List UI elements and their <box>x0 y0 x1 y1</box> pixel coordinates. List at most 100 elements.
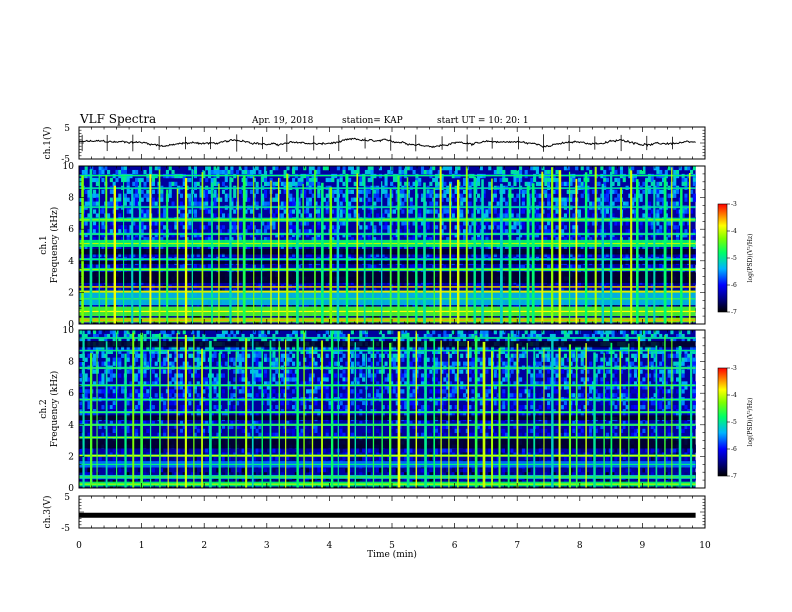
spectrogram-cell <box>115 197 119 202</box>
spectrogram-cell <box>631 209 635 214</box>
spectrogram-cell <box>154 233 158 238</box>
spectrogram-cell <box>530 181 534 187</box>
spectrogram-cell <box>650 189 654 194</box>
spectrogram-band-line <box>79 187 696 189</box>
spectrogram-cell <box>249 189 254 194</box>
spectrogram-cell <box>118 245 122 250</box>
spectrogram-cell <box>681 181 685 187</box>
spectrogram-cell <box>263 225 268 230</box>
spectrogram-cell <box>446 237 450 242</box>
spectrogram-cell <box>429 166 433 171</box>
spectrogram-cell <box>378 237 382 242</box>
spectrogram-cell <box>362 177 366 183</box>
spectrogram-cell <box>322 304 326 309</box>
spectrogram-cell <box>224 166 228 171</box>
spectrogram-cell <box>300 177 304 183</box>
spectrogram-cell <box>143 393 147 398</box>
spectrogram-cell <box>687 225 691 230</box>
spectrogram-cell <box>690 197 694 202</box>
spectrogram-cell <box>261 193 265 198</box>
spectrogram-cell <box>101 209 105 214</box>
spectrogram-cell <box>160 221 164 226</box>
spectrogram-cell <box>359 197 363 202</box>
spectrogram-cell <box>157 353 161 358</box>
spectrogram-cell <box>252 304 256 309</box>
spectrogram-cell <box>519 252 523 258</box>
spectrogram-cell <box>118 225 122 230</box>
spectrogram-cell <box>101 166 105 171</box>
spectrogram-cell <box>308 166 312 171</box>
spectrogram-cell <box>303 209 307 214</box>
spectrogram-cell <box>107 264 111 269</box>
spectrogram-cell <box>367 189 371 194</box>
spectrogram-cell <box>617 177 621 183</box>
spectrogram-cell <box>378 229 382 234</box>
spectrogram-cell <box>118 229 122 234</box>
spectrogram-cell <box>277 189 282 194</box>
spectrogram-cell <box>171 377 175 382</box>
spectrogram-cell <box>87 345 91 351</box>
spectrogram-cell <box>516 213 520 218</box>
spectrogram-cell <box>331 229 335 234</box>
spectrogram-cell <box>306 177 310 183</box>
spectrogram-cell <box>289 229 293 234</box>
spectrogram-cell <box>188 197 192 202</box>
spectrogram-cell <box>308 169 312 175</box>
spectrogram-cell <box>107 369 111 374</box>
spectrogram-cell <box>395 229 399 234</box>
spectrogram-cell <box>221 229 226 234</box>
spectrogram-cell <box>98 373 102 378</box>
spectrogram-cell <box>401 189 405 194</box>
spectrogram-cell <box>418 181 422 187</box>
spectrogram-cell <box>230 237 234 242</box>
spectrogram-cell <box>569 264 573 269</box>
spectrogram-cell <box>412 169 416 175</box>
spectrogram-cell <box>165 420 169 426</box>
spectrogram-cell <box>126 369 130 374</box>
spectrogram-cell <box>255 201 259 206</box>
spectrogram-cell <box>420 193 425 198</box>
spectrogram-cell <box>569 245 573 250</box>
spectrogram-cell <box>171 233 175 238</box>
spectrogram-cell <box>586 213 590 218</box>
spectrogram-cell <box>462 237 467 242</box>
spectrogram-cell <box>129 424 133 430</box>
spectrogram-cell <box>597 201 601 206</box>
spectrogram-cell <box>118 349 122 354</box>
spectrogram-cell <box>238 221 242 226</box>
spectrogram-cell <box>112 436 116 441</box>
spectrogram-cell <box>535 264 539 269</box>
spectrogram-cell <box>135 353 139 358</box>
spectrogram-cell <box>129 468 133 473</box>
spectrogram-cell <box>79 373 83 378</box>
spectrogram-cell <box>126 357 130 362</box>
spectrogram-cell <box>524 181 528 187</box>
spectrogram-cell <box>160 229 164 234</box>
spectrogram-cell <box>659 245 663 250</box>
ch1-ylabel: ch.1(V) <box>42 127 53 160</box>
spectrogram-cell <box>151 405 155 410</box>
spectrogram-cell <box>334 189 338 194</box>
spectrogram-cell <box>322 237 326 242</box>
spectrogram-cell <box>168 373 172 378</box>
spectrogram-cell <box>611 166 615 171</box>
spectrogram-cell <box>188 245 192 250</box>
spectrogram-cell <box>207 264 212 269</box>
spectrogram-cell <box>547 201 551 206</box>
spectrogram-cell <box>440 233 444 238</box>
spectrogram-cell <box>434 237 439 242</box>
spectrogram-cell <box>572 221 576 226</box>
spectrogram-cell <box>289 193 293 198</box>
spectrogram-cell <box>317 189 321 194</box>
spectrogram-cell <box>308 252 312 258</box>
spectrogram-cell <box>143 349 147 354</box>
spectrogram-cell <box>123 201 127 206</box>
spectrogram-cell <box>79 237 83 242</box>
spectrogram-cell <box>137 353 141 358</box>
spectrogram-cell <box>364 189 368 194</box>
spectrogram-cell <box>426 221 430 226</box>
spectrogram-cell <box>373 225 377 230</box>
spectrogram-cell <box>154 361 158 366</box>
spectrogram-cell <box>163 428 167 433</box>
spectrogram-cell <box>493 209 497 214</box>
